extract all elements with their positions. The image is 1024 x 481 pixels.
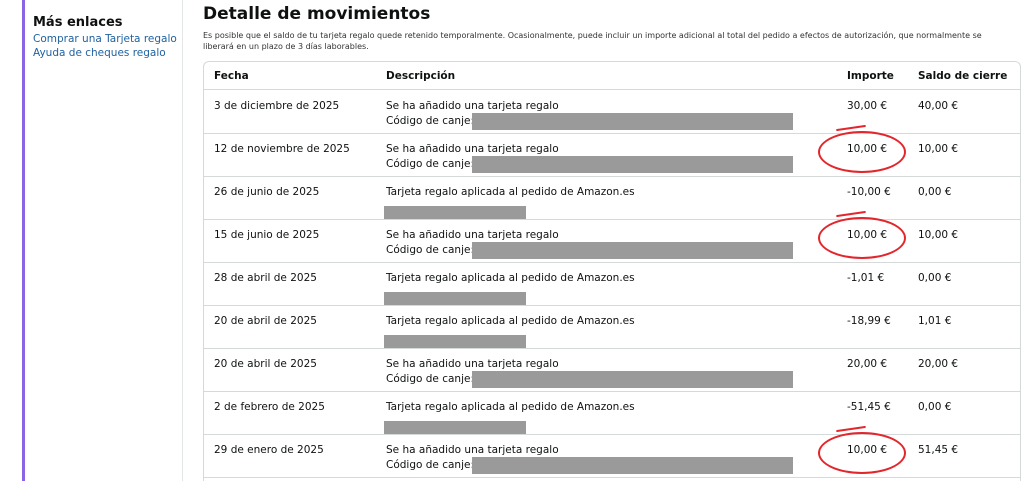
redacted-order-number bbox=[384, 206, 526, 219]
row-date: 26 de junio de 2025 bbox=[214, 186, 320, 198]
row-date: 15 de junio de 2025 bbox=[214, 229, 320, 241]
row-date: 3 de diciembre de 2025 bbox=[214, 100, 340, 112]
table-row: 20 de abril de 2025 Se ha añadido una tar… bbox=[204, 349, 1020, 392]
sidebar-title: Más enlaces bbox=[33, 15, 123, 30]
row-description: Tarjeta regalo aplicada al pedido de Ama… bbox=[386, 186, 635, 198]
table-row: 26 de junio de 2025 Tarjeta regalo aplica… bbox=[204, 177, 1020, 220]
row-balance: 20,00 € bbox=[918, 358, 959, 370]
row-balance: 1,01 € bbox=[918, 315, 952, 327]
gift-card-help-link[interactable]: Ayuda de cheques regalo bbox=[33, 47, 166, 59]
row-amount: 10,00 € bbox=[847, 444, 888, 456]
row-description: Tarjeta regalo aplicada al pedido de Ama… bbox=[386, 315, 635, 327]
redacted-order-number bbox=[384, 335, 526, 348]
row-description: Se ha añadido una tarjeta regalo bbox=[386, 229, 559, 241]
redeem-code-label: Código de canje: bbox=[386, 459, 475, 471]
sidebar: Más enlaces Comprar una Tarjeta regalo A… bbox=[25, 0, 183, 481]
row-date: 20 de abril de 2025 bbox=[214, 315, 317, 327]
redacted-code bbox=[472, 371, 793, 388]
table-header: Fecha Descripción Importe Saldo de cierr… bbox=[204, 62, 1020, 90]
row-description: Se ha añadido una tarjeta regalo bbox=[386, 444, 559, 456]
redeem-code-label: Código de canje: bbox=[386, 373, 475, 385]
table-row: 12 de noviembre de 2025 Se ha añadido una… bbox=[204, 131, 1020, 177]
row-balance: 10,00 € bbox=[918, 229, 959, 241]
table-row: 20 de abril de 2025 Tarjeta regalo aplica… bbox=[204, 306, 1020, 349]
row-date: 29 de enero de 2025 bbox=[214, 444, 324, 456]
redeem-code-label: Código de canje: bbox=[386, 244, 475, 256]
header-amount: Importe bbox=[847, 70, 894, 82]
transactions-table: Fecha Descripción Importe Saldo de cierr… bbox=[203, 61, 1021, 481]
row-amount: 30,00 € bbox=[847, 100, 888, 112]
buy-gift-card-link[interactable]: Comprar una Tarjeta regalo bbox=[33, 33, 177, 45]
row-balance: 0,00 € bbox=[918, 186, 952, 198]
row-balance: 10,00 € bbox=[918, 143, 959, 155]
row-amount: -1,01 € bbox=[847, 272, 885, 284]
redacted-code bbox=[472, 457, 793, 474]
row-amount: 20,00 € bbox=[847, 358, 888, 370]
redacted-code bbox=[472, 113, 793, 130]
header-description: Descripción bbox=[386, 70, 456, 82]
redacted-code bbox=[472, 156, 793, 173]
row-description: Se ha añadido una tarjeta regalo bbox=[386, 143, 559, 155]
redacted-order-number bbox=[384, 292, 526, 305]
row-description: Se ha añadido una tarjeta regalo bbox=[386, 100, 559, 112]
page-title: Detalle de movimientos bbox=[203, 4, 431, 24]
redeem-code-label: Código de canje: bbox=[386, 115, 475, 127]
table-row: 3 de diciembre de 2025 Se ha añadido una … bbox=[204, 91, 1020, 134]
header-balance: Saldo de cierre bbox=[918, 70, 1008, 82]
intro-text: Es posible que el saldo de tu tarjeta re… bbox=[203, 31, 982, 51]
redacted-order-number bbox=[384, 421, 526, 434]
row-date: 12 de noviembre de 2025 bbox=[214, 143, 350, 155]
row-amount: 10,00 € bbox=[847, 229, 888, 241]
row-amount: -10,00 € bbox=[847, 186, 891, 198]
row-date: 28 de abril de 2025 bbox=[214, 272, 317, 284]
row-balance: 0,00 € bbox=[918, 272, 952, 284]
row-amount: -18,99 € bbox=[847, 315, 891, 327]
header-date: Fecha bbox=[214, 70, 249, 82]
row-date: 20 de abril de 2025 bbox=[214, 358, 317, 370]
redeem-code-label: Código de canje: bbox=[386, 158, 475, 170]
row-balance: 51,45 € bbox=[918, 444, 959, 456]
row-balance: 0,00 € bbox=[918, 401, 952, 413]
row-description: Tarjeta regalo aplicada al pedido de Ama… bbox=[386, 272, 635, 284]
row-description: Tarjeta regalo aplicada al pedido de Ama… bbox=[386, 401, 635, 413]
table-row: 15 de junio de 2025 Se ha añadido una tar… bbox=[204, 217, 1020, 263]
redacted-code bbox=[472, 242, 793, 259]
row-amount: -51,45 € bbox=[847, 401, 891, 413]
accent-rail bbox=[22, 0, 25, 481]
row-balance: 40,00 € bbox=[918, 100, 959, 112]
row-date: 2 de febrero de 2025 bbox=[214, 401, 325, 413]
row-amount: 10,00 € bbox=[847, 143, 888, 155]
table-row: 28 de abril de 2025 Tarjeta regalo aplica… bbox=[204, 263, 1020, 306]
table-row: 29 de enero de 2025 Se ha añadido una tar… bbox=[204, 432, 1020, 478]
table-row: 2 de febrero de 2025 Tarjeta regalo aplic… bbox=[204, 392, 1020, 435]
row-description: Se ha añadido una tarjeta regalo bbox=[386, 358, 559, 370]
